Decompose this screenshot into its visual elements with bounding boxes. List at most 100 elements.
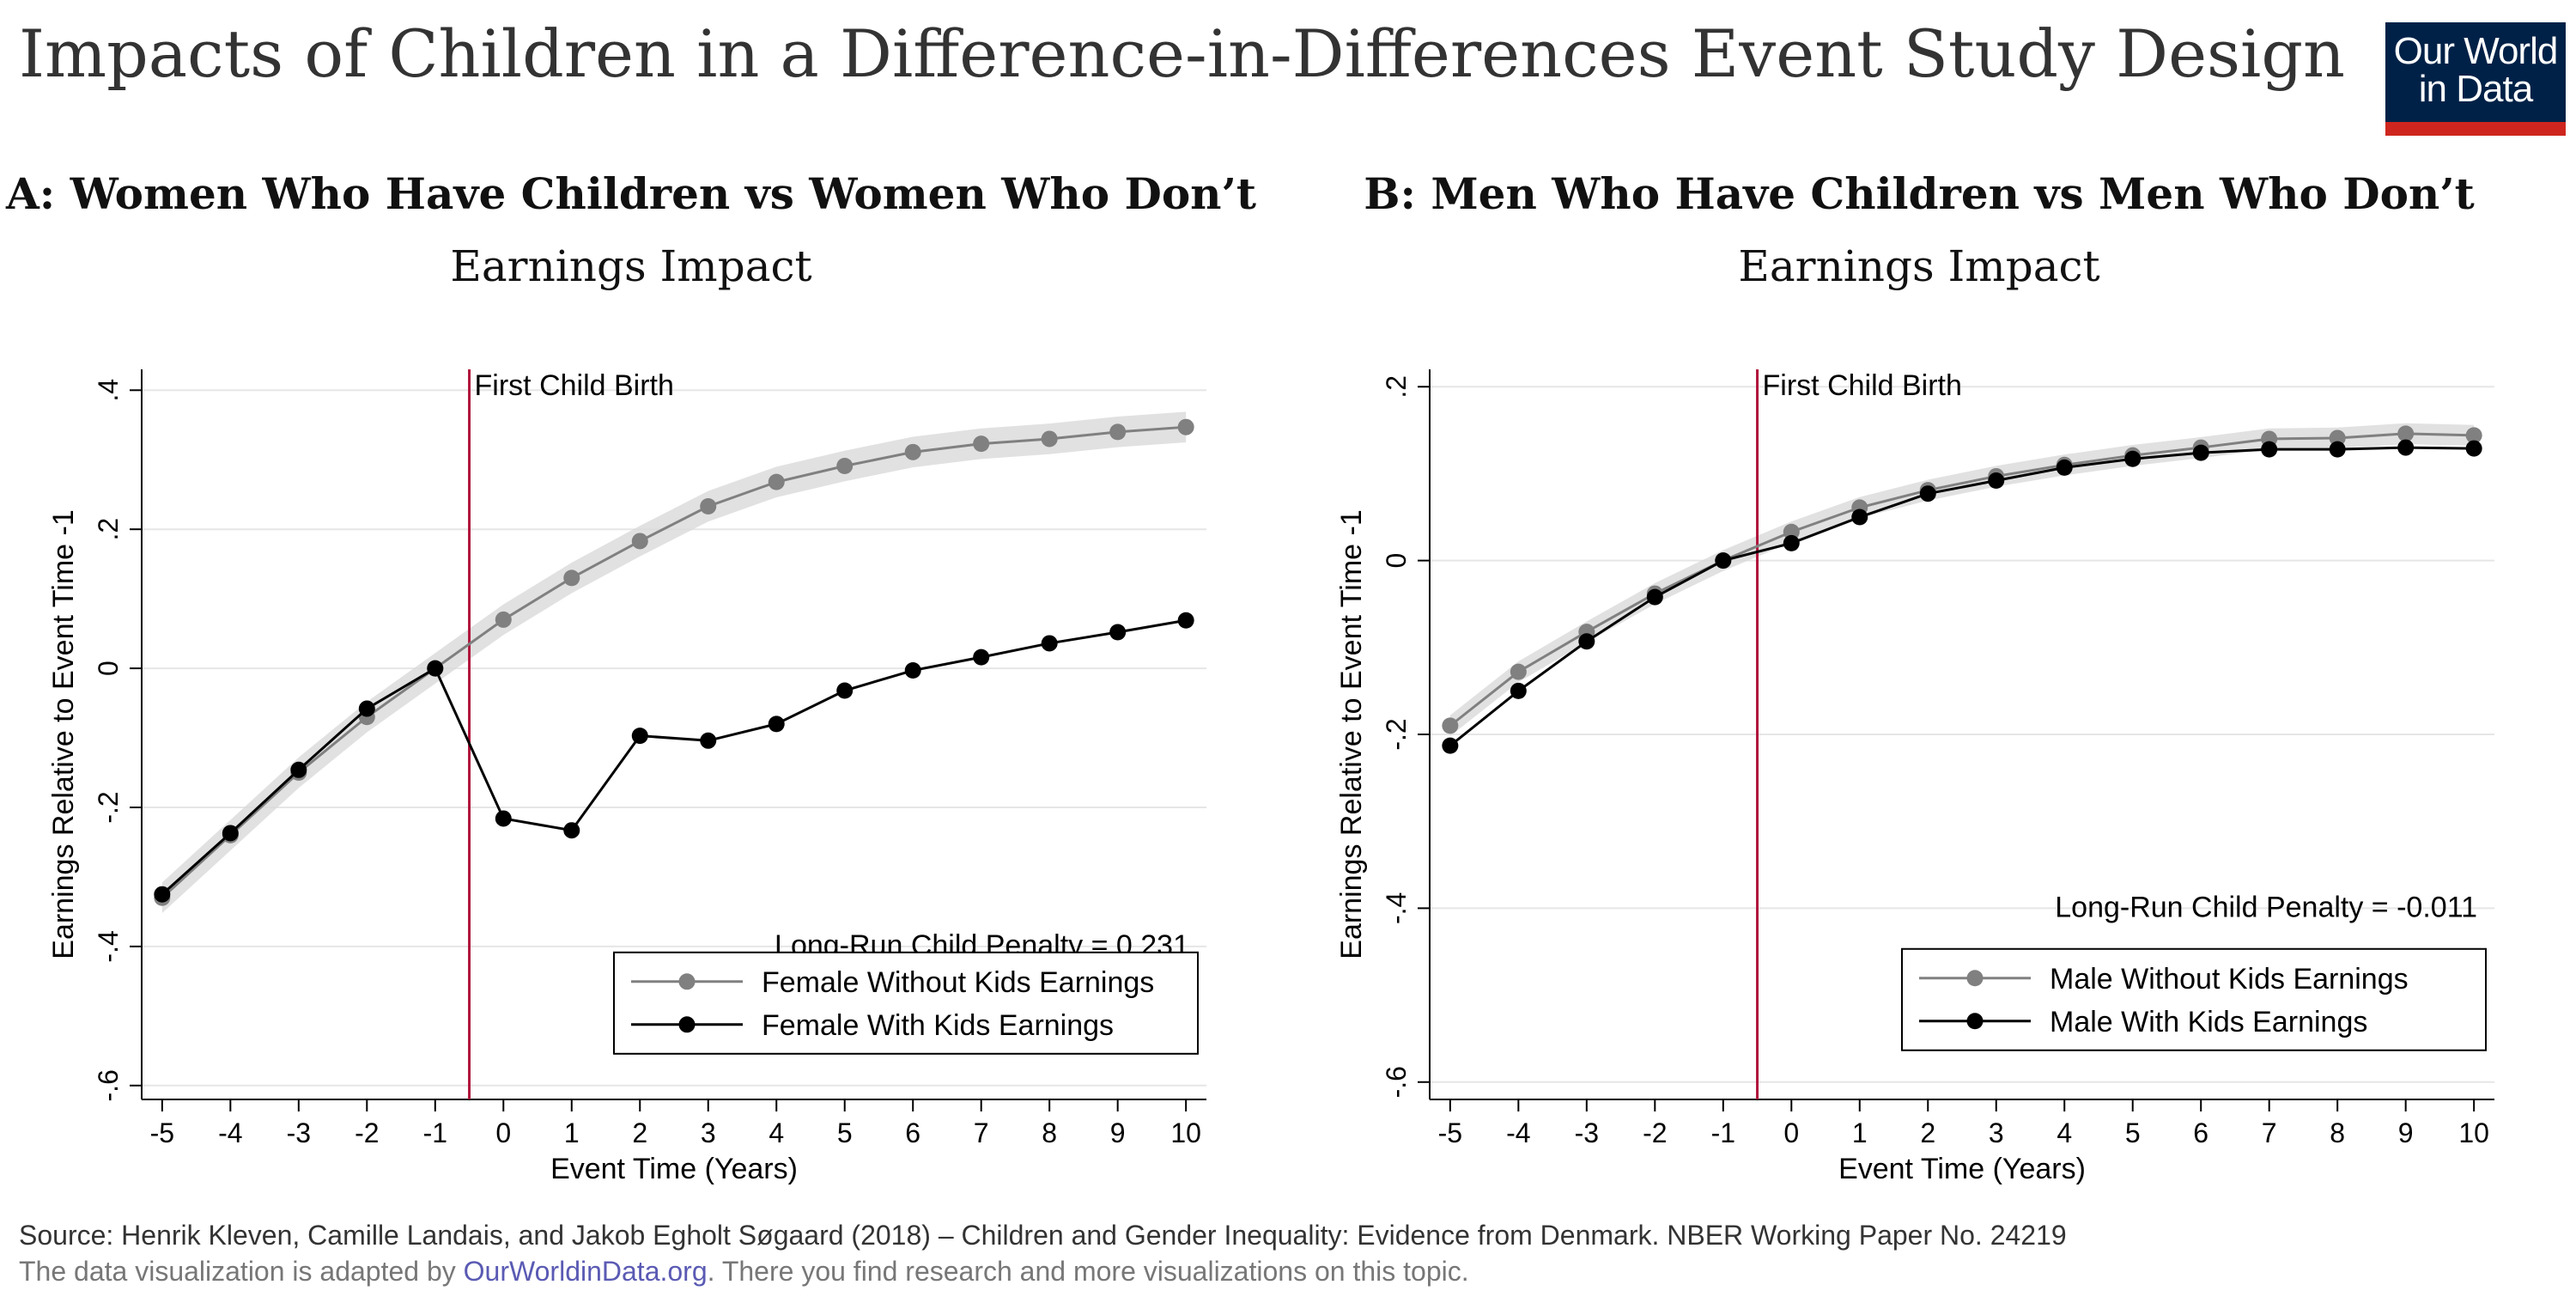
event-line-label: First Child Birth: [475, 369, 674, 402]
x-tick-label: 4: [769, 1117, 784, 1148]
data-point-with-kids: [1442, 737, 1459, 754]
confidence-band: [1449, 423, 2475, 737]
event-line-label: First Child Birth: [1763, 369, 1962, 402]
data-point-without-kids: [700, 497, 717, 515]
panel-title: B: Men Who Have Children vs Men Who Don’…: [1364, 168, 2475, 219]
panel-subtitle: Earnings Impact: [1738, 241, 2099, 291]
data-point-with-kids: [1919, 485, 1936, 502]
y-tick-label: .4: [93, 379, 124, 402]
logo-line-2: in Data: [2418, 68, 2533, 110]
legend-entry-without-kids: Female Without Kids Earnings: [762, 966, 1154, 999]
x-tick-label: -4: [218, 1117, 242, 1148]
x-tick-label: 8: [2330, 1117, 2345, 1148]
data-point-with-kids: [427, 660, 444, 677]
data-point-with-kids: [836, 682, 854, 699]
x-tick-label: 3: [1989, 1117, 2004, 1148]
adaptation-note: The data visualization is adapted by Our…: [19, 1256, 1469, 1288]
chart-women: A: Women Who Have Children vs Women Who …: [5, 168, 1256, 1185]
data-point-with-kids: [1646, 588, 1663, 606]
data-point-with-kids: [1177, 612, 1194, 629]
data-point-with-kids: [1851, 508, 1868, 526]
logo-line-1: Our World: [2393, 30, 2559, 72]
data-point-with-kids: [290, 761, 307, 778]
x-axis-label: Event Time (Years): [1838, 1153, 2086, 1185]
data-point-with-kids: [2124, 450, 2142, 467]
logo-accent-bar: [2385, 122, 2566, 136]
x-tick-label: 2: [1920, 1117, 1935, 1148]
data-point-with-kids: [358, 700, 375, 717]
data-point-without-kids: [973, 435, 990, 453]
data-point-without-kids: [1510, 663, 1527, 680]
y-tick-label: .2: [93, 518, 124, 541]
y-tick-label: 0: [93, 661, 124, 676]
data-point-with-kids: [973, 648, 990, 666]
series-line-with-kids: [1449, 446, 2475, 747]
data-point-without-kids: [768, 473, 785, 490]
owid-logo[interactable]: Our World in Data: [2385, 22, 2566, 136]
x-tick-label: 7: [2262, 1117, 2277, 1148]
confidence-band: [161, 411, 1187, 914]
data-point-with-kids: [768, 715, 785, 733]
penalty-annotation: Long-Run Child Penalty = -0.011: [2055, 891, 2477, 923]
owid-link[interactable]: OurWorldinData.org: [463, 1256, 708, 1287]
x-axis-label: Event Time (Years): [550, 1153, 798, 1185]
legend-entry-with-kids: Male With Kids Earnings: [2050, 1006, 2367, 1038]
data-point-with-kids: [700, 732, 717, 749]
data-point-with-kids: [1510, 682, 1527, 699]
legend-box: [1901, 947, 2487, 1051]
y-axis-label: Earnings Relative to Event Time -1: [47, 509, 80, 959]
series-line-with-kids: [161, 618, 1187, 896]
legend-entry-without-kids-swatch-dot: [1966, 970, 1984, 987]
data-point-without-kids: [2329, 429, 2346, 447]
data-point-without-kids: [495, 611, 512, 628]
data-point-with-kids: [2261, 441, 2278, 458]
source-note: Source: Henrik Kleven, Camille Landais, …: [19, 1220, 2067, 1251]
legend-entry-with-kids-swatch-dot: [678, 1016, 696, 1033]
y-tick-label: -.6: [1381, 1066, 1412, 1098]
data-point-without-kids: [1783, 523, 1800, 540]
data-point-with-kids: [563, 822, 580, 839]
y-tick-label: -.2: [93, 791, 124, 823]
data-point-without-kids: [1041, 430, 1058, 448]
x-tick-label: 5: [837, 1117, 853, 1148]
page-title: Impacts of Children in a Difference-in-D…: [19, 15, 2345, 92]
y-tick-label: -.2: [1381, 718, 1412, 750]
chart-men: B: Men Who Have Children vs Men Who Don’…: [1335, 168, 2494, 1185]
data-point-with-kids: [2056, 459, 2073, 476]
data-point-without-kids: [2397, 425, 2415, 442]
panel-men: B: Men Who Have Children vs Men Who Don’…: [1288, 159, 2550, 1215]
data-point-without-kids: [836, 458, 854, 475]
data-point-with-kids: [1988, 472, 2005, 490]
x-tick-label: 0: [495, 1117, 511, 1148]
x-tick-label: -3: [287, 1117, 311, 1148]
series-line-without-kids: [161, 425, 1187, 899]
data-point-without-kids: [2465, 427, 2482, 444]
data-point-without-kids: [1442, 717, 1459, 734]
data-point-with-kids: [2465, 440, 2482, 457]
data-point-with-kids: [631, 728, 648, 745]
data-point-without-kids: [631, 533, 648, 550]
series-line-without-kids: [1449, 432, 2475, 728]
x-tick-label: -5: [150, 1117, 174, 1148]
legend-entry-with-kids-swatch-dot: [1966, 1013, 1984, 1030]
x-tick-label: -1: [423, 1117, 447, 1148]
data-point-without-kids: [1177, 418, 1194, 435]
x-tick-label: 1: [564, 1117, 580, 1148]
x-tick-label: 1: [1852, 1117, 1868, 1148]
y-axis-label: Earnings Relative to Event Time -1: [1335, 509, 1368, 959]
data-point-with-kids: [222, 825, 239, 842]
x-tick-label: -2: [355, 1117, 379, 1148]
data-point-with-kids: [154, 886, 171, 903]
adaptation-prefix: The data visualization is adapted by: [19, 1256, 464, 1287]
data-point-without-kids: [904, 443, 921, 460]
data-point-with-kids: [1109, 624, 1127, 641]
x-tick-label: -1: [1711, 1117, 1735, 1148]
y-tick-label: -.6: [93, 1069, 124, 1101]
legend-entry-without-kids: Male Without Kids Earnings: [2050, 963, 2409, 996]
x-tick-label: -3: [1575, 1117, 1599, 1148]
x-tick-label: 0: [1783, 1117, 1799, 1148]
x-tick-label: 6: [905, 1117, 920, 1148]
data-point-without-kids: [563, 569, 580, 587]
x-tick-label: 3: [701, 1117, 716, 1148]
adaptation-suffix: . There you find research and more visua…: [707, 1256, 1469, 1287]
